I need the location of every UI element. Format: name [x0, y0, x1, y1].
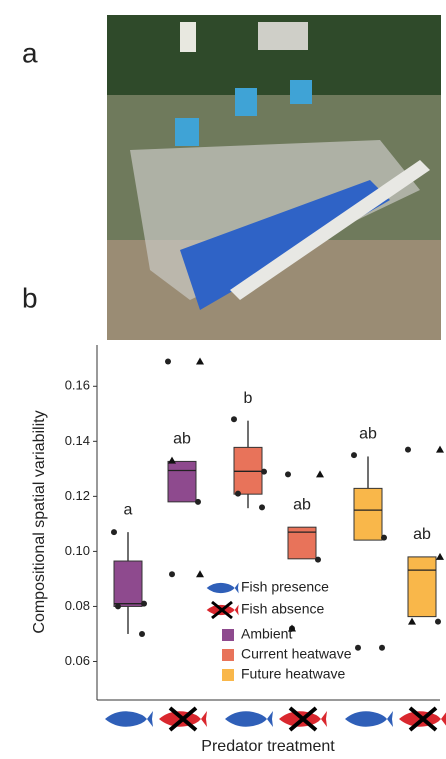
point [355, 644, 361, 651]
point [196, 570, 204, 578]
point [381, 534, 387, 541]
significance-letter: a [124, 501, 133, 518]
point [261, 468, 267, 475]
point [436, 552, 444, 560]
legend-swatch [222, 629, 234, 641]
point [195, 498, 201, 505]
y-tick-label: 0.12 [65, 488, 90, 503]
point [168, 456, 176, 464]
point [139, 630, 145, 637]
point [259, 504, 265, 511]
y-tick-label: 0.08 [65, 598, 90, 613]
point [379, 644, 385, 651]
panel-label: b [22, 282, 38, 313]
legend-swatch [222, 649, 234, 661]
significance-letter: ab [359, 426, 377, 443]
photo [107, 15, 441, 340]
point [196, 357, 204, 365]
significance-letter: ab [173, 431, 191, 448]
fish-icons [105, 706, 446, 732]
point [405, 446, 411, 453]
box [113, 560, 143, 607]
legend-label: Future heatwave [241, 666, 345, 682]
point [435, 618, 441, 625]
box [353, 487, 383, 541]
legend-cross [211, 600, 233, 620]
point [231, 416, 237, 423]
legend-marker [206, 582, 239, 594]
legend-label: Fish presence [241, 579, 329, 595]
significance-letter: b [244, 390, 253, 407]
point [141, 600, 147, 607]
y-tick-label: 0.14 [65, 433, 90, 448]
box [407, 556, 437, 618]
point [436, 445, 444, 453]
point [288, 624, 296, 632]
legend-label: Fish absence [241, 601, 324, 617]
y-tick-label: 0.10 [65, 543, 90, 558]
legend-label: Current heatwave [241, 646, 352, 662]
y-tick-label: 0.16 [65, 378, 90, 393]
point [115, 603, 121, 610]
point [351, 452, 357, 459]
point [165, 358, 171, 365]
point [169, 571, 175, 578]
legend-swatch [222, 669, 234, 681]
point [111, 529, 117, 536]
significance-letter: ab [413, 526, 431, 543]
point [408, 617, 416, 625]
box [167, 460, 197, 503]
point [235, 490, 241, 497]
legend-label: Ambient [241, 626, 292, 642]
panel-label: a [22, 37, 38, 68]
point [315, 556, 321, 563]
point [316, 470, 324, 478]
x-axis-label: Predator treatment [201, 738, 335, 755]
point [285, 471, 291, 478]
y-axis-label: Compositional spatial variability [31, 410, 48, 633]
significance-letter: ab [293, 496, 311, 513]
y-tick-label: 0.06 [65, 653, 90, 668]
